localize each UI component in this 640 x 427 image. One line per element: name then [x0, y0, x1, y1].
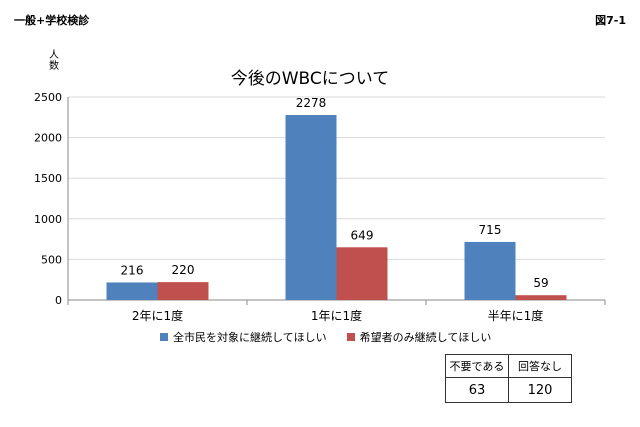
legend: 全市民を対象に継続してほしい 希望者のみ継続してほしい — [160, 329, 491, 345]
bar — [285, 115, 337, 300]
data-label: 2278 — [296, 96, 327, 110]
chart-title: 今後のWBCについて — [230, 69, 390, 89]
header-title: 一般+学校検診 — [14, 14, 90, 27]
data-label: 216 — [121, 263, 144, 277]
x-tick-label: 1年に1度 — [311, 308, 362, 323]
legend-swatch-series2 — [346, 333, 355, 341]
stats-value-no-answer: 120 — [508, 377, 572, 403]
y-tick-label: 1500 — [34, 172, 62, 185]
bar — [336, 247, 388, 300]
data-label: 649 — [351, 228, 374, 242]
stats-value-unneeded: 63 — [445, 377, 509, 403]
y-tick-label: 2500 — [34, 91, 62, 104]
data-label: 715 — [479, 223, 502, 237]
legend-label-series1: 全市民を対象に継続してほしい — [173, 331, 327, 344]
stats-header-no-answer: 回答なし — [508, 354, 572, 378]
legend-swatch-series1 — [160, 333, 168, 341]
legend-item-series2: 希望者のみ継続してほしい — [346, 329, 492, 345]
y-tick-label: 500 — [41, 253, 62, 266]
y-tick-label: 0 — [55, 294, 62, 307]
stats-value-row: 63 120 — [445, 377, 572, 403]
data-label: 220 — [172, 263, 195, 277]
figure-number: 図7-1 — [595, 14, 626, 27]
legend-item-series1: 全市民を対象に継続してほしい — [160, 329, 327, 345]
bar — [464, 241, 516, 300]
stats-header-unneeded: 不要である — [445, 354, 509, 378]
bar — [157, 282, 209, 300]
y-axis-label: 人数 — [49, 50, 59, 72]
stats-table: 不要である 回答なし 63 120 — [445, 354, 572, 403]
x-tick-label: 半年に1度 — [488, 308, 544, 323]
y-tick-label: 1000 — [34, 213, 62, 226]
bar — [515, 295, 567, 300]
stats-header-row: 不要である 回答なし — [445, 354, 572, 378]
x-tick-label: 2年に1度 — [132, 308, 183, 323]
legend-label-series2: 希望者のみ継続してほしい — [359, 331, 492, 344]
bar — [106, 282, 158, 300]
data-label: 59 — [533, 276, 548, 290]
y-tick-label: 2000 — [34, 132, 62, 145]
